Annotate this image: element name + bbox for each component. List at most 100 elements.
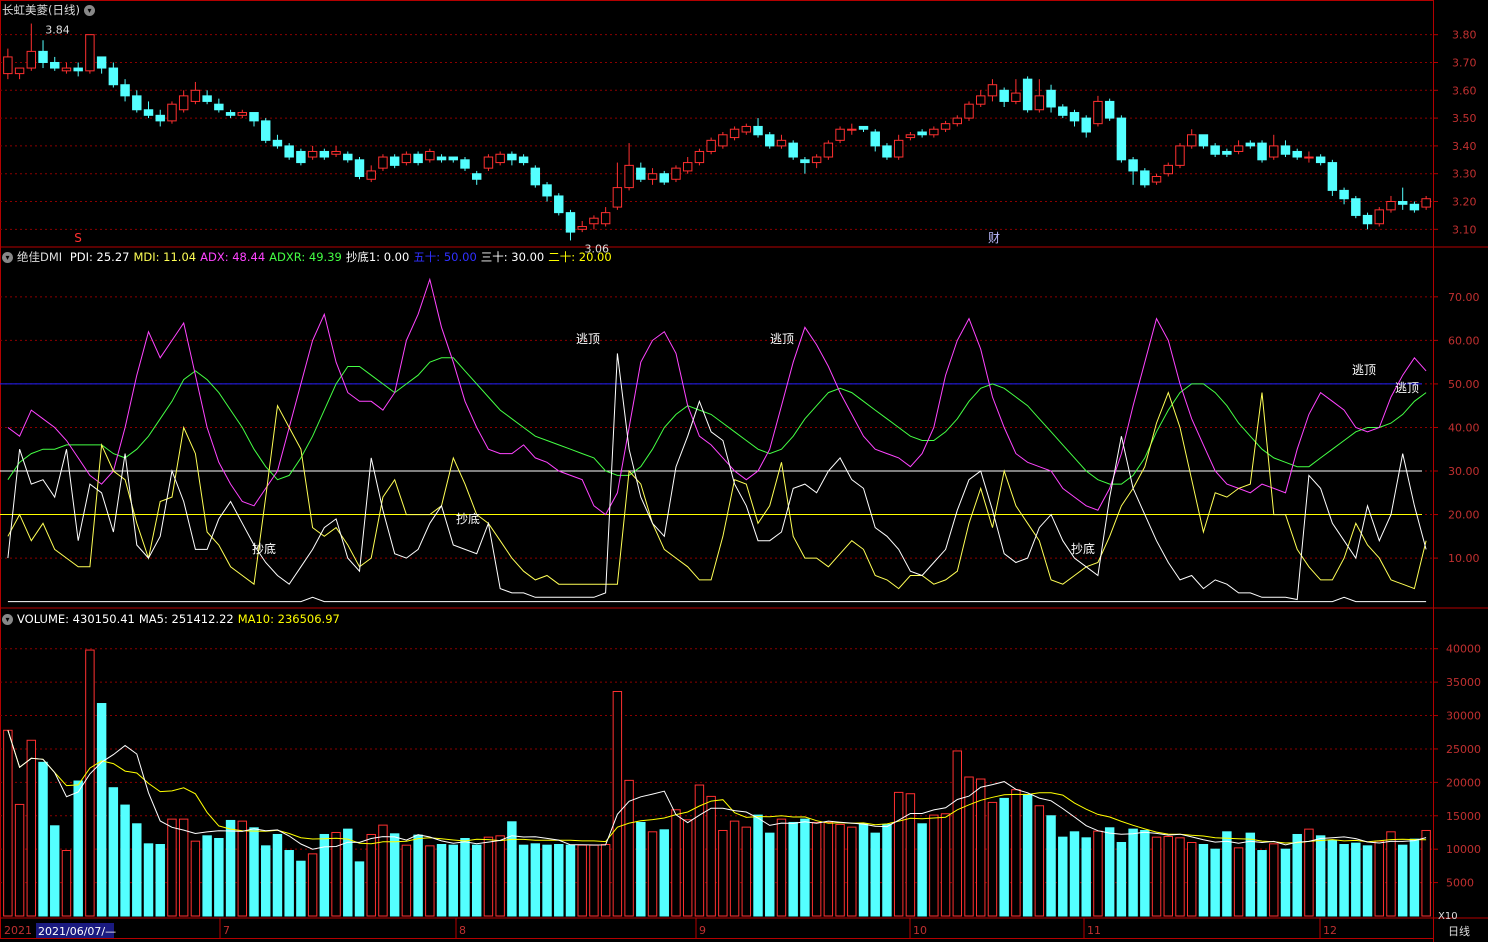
volume-bar [1081, 837, 1091, 917]
candle-body [1210, 145, 1220, 155]
volume-bar [261, 845, 271, 917]
volume-bar [753, 814, 763, 917]
x-axis-stub: 2021 [4, 924, 32, 937]
volume-bar [554, 844, 564, 917]
volume-bar [671, 809, 681, 917]
candle-body [729, 128, 740, 139]
candle-body [378, 156, 388, 169]
candle-body [460, 159, 470, 169]
volume-bar [1304, 828, 1314, 917]
volume-tick-label: 35000 [1446, 676, 1481, 689]
volume-bar [1397, 844, 1408, 917]
volume-tick-label: 5000 [1446, 877, 1474, 890]
low-price-label: 3.06 [584, 242, 609, 255]
volume-bar [1011, 789, 1021, 917]
candle-body [436, 156, 447, 161]
dmi-legend-6: 三十: 30.00 [480, 250, 545, 264]
volume-tick-label: 10000 [1446, 843, 1481, 856]
volume-bar [1280, 848, 1291, 917]
dmi-tick-label: 60.00 [1448, 334, 1480, 347]
candle-body [987, 84, 998, 97]
candle-body [38, 50, 48, 63]
candle-body [647, 173, 658, 180]
candle-body [1304, 156, 1314, 159]
volume-bar [647, 831, 658, 917]
volume-bar [1421, 829, 1431, 917]
price-tick-label: 3.10 [1452, 223, 1477, 236]
candle-body [413, 153, 423, 164]
pdi-line [7, 353, 1427, 601]
volume-bar [882, 823, 892, 917]
volume-bar [237, 820, 248, 917]
candle-body [237, 112, 248, 116]
candle-body [272, 139, 283, 147]
volume-bar [425, 845, 435, 917]
dmi-menu-icon[interactable]: ▾ [2, 252, 13, 263]
volume-bar [495, 835, 505, 917]
volume-menu-icon[interactable]: ▾ [2, 614, 13, 625]
candle-body [296, 150, 306, 164]
dmi-tick-label: 30.00 [1448, 465, 1480, 478]
volume-bar [85, 649, 95, 917]
dmi-signal-label: 逃顶 [576, 332, 600, 346]
candle-body [1327, 162, 1338, 191]
volume-bar [225, 819, 236, 917]
volume-bar [284, 850, 294, 917]
title-menu-icon[interactable]: ▾ [83, 5, 95, 16]
volume-bar [893, 791, 904, 917]
candle-body [225, 112, 236, 116]
volume-bar [976, 778, 986, 917]
volume-bar [1046, 815, 1056, 917]
price-tick-label: 3.50 [1452, 112, 1477, 125]
candle-body [1151, 175, 1162, 183]
volume-bar [987, 801, 998, 917]
candle-body [870, 131, 880, 147]
candle-body [636, 167, 646, 180]
price-tick-label: 3.70 [1452, 56, 1477, 69]
candle-body [1397, 201, 1408, 205]
volume-bar [1327, 839, 1338, 917]
volume-bar [1198, 844, 1209, 917]
volume-bar [1257, 850, 1267, 917]
adx-line [7, 277, 1427, 516]
dmi-legend-3: ADXR: 49.39 [269, 250, 342, 264]
volume-bar [1093, 830, 1103, 917]
candle-body [483, 156, 494, 169]
volume-tick-label: 20000 [1446, 776, 1481, 789]
candle-body [1093, 100, 1103, 125]
candle-body [1421, 198, 1431, 208]
candle-body [847, 128, 857, 131]
volume-bar [401, 844, 412, 917]
volume-bar [823, 821, 834, 917]
stock-title: 长虹美菱(日线) [2, 3, 80, 17]
volume-bar [811, 821, 822, 917]
price-panel-header: 长虹美菱(日线) ▾ [2, 3, 99, 17]
candle-body [1386, 201, 1396, 211]
s-marker: S [74, 231, 82, 245]
candle-body [495, 153, 505, 164]
volume-bar [38, 761, 48, 917]
candle-body [682, 162, 693, 172]
candle-body [811, 156, 822, 164]
candle-body [401, 153, 412, 164]
volume-bar [952, 750, 963, 917]
dmi-legend-1: MDI: 11.04 [133, 250, 197, 264]
candle-body [835, 128, 845, 141]
volume-bar [331, 831, 341, 917]
volume-bar [155, 844, 165, 917]
candle-body [600, 212, 611, 225]
volume-bar [706, 795, 716, 917]
candle-body [319, 150, 330, 158]
zoom-label: X10 [1438, 911, 1458, 922]
volume-bar [73, 780, 83, 917]
candle-body [1339, 189, 1349, 200]
volume-bar [1362, 845, 1373, 917]
dmi-signal-label: 逃顶 [770, 332, 794, 346]
candle-body [882, 145, 892, 158]
volume-bar [167, 818, 177, 917]
candle-body [1269, 145, 1279, 158]
candle-body [1140, 170, 1150, 186]
volume-bar [577, 844, 587, 917]
x-month-label: 10 [913, 924, 927, 937]
